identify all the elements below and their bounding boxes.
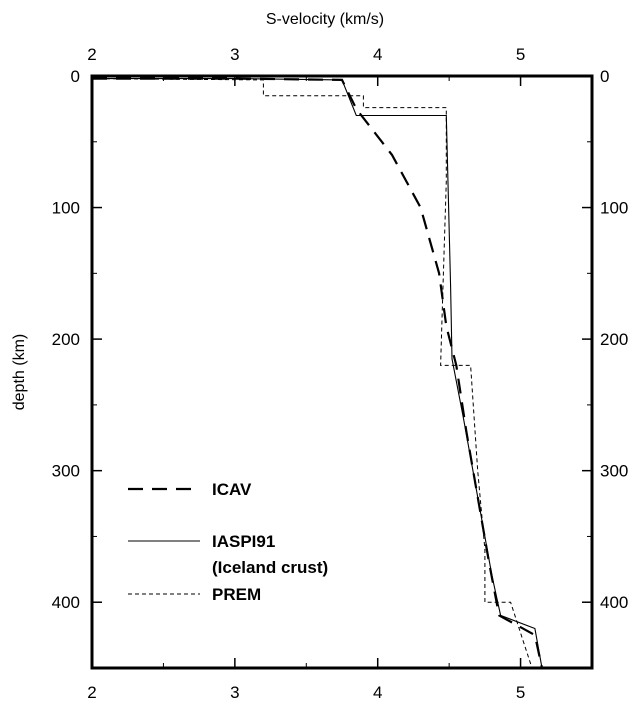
x-tick-label-bottom: 4: [373, 683, 382, 702]
y-tick-label-left: 400: [52, 593, 80, 612]
x-tick-label-bottom: 5: [516, 683, 525, 702]
x-axis-title: S-velocity (km/s): [266, 11, 384, 28]
legend-label-iaspi91-subtitle: (Iceland crust): [212, 558, 328, 577]
y-tick-label-left: 0: [71, 67, 80, 86]
y-tick-label-right: 100: [600, 199, 628, 218]
series-line-icav: [92, 77, 544, 669]
y-tick-label-left: 100: [52, 199, 80, 218]
x-tick-label-top: 5: [516, 45, 525, 64]
series-line-prem: [91, 78, 533, 669]
y-tick-label-right: 400: [600, 593, 628, 612]
x-tick-label-top: 2: [87, 45, 96, 64]
plot-frame: [90, 74, 594, 670]
y-tick-label-left: 200: [52, 330, 80, 349]
tick-labels: 2 2 3 3 4 4 5 5 0 0 100 100 200 200 300 300 400 400: [52, 45, 629, 702]
x-tick-label-bottom: 3: [230, 683, 239, 702]
y-tick-label-right: 200: [600, 330, 628, 349]
axis-ticks: [91, 75, 592, 668]
x-tick-label-top: 4: [373, 45, 382, 64]
y-axis-title: depth (km): [11, 334, 28, 410]
legend: ICAV IASPI91 (Iceland crust) PREM: [128, 480, 328, 604]
x-tick-label-top: 3: [230, 45, 239, 64]
legend-label-prem: PREM: [212, 585, 261, 604]
legend-label-iaspi91: IASPI91: [212, 532, 275, 551]
y-tick-label-right: 300: [600, 462, 628, 481]
series-line-iaspi91: [92, 78, 543, 669]
series-lines: [91, 77, 544, 669]
y-tick-label-right: 0: [600, 67, 609, 86]
legend-label-icav: ICAV: [212, 480, 252, 499]
y-tick-label-left: 300: [52, 462, 80, 481]
x-tick-label-bottom: 2: [87, 683, 96, 702]
